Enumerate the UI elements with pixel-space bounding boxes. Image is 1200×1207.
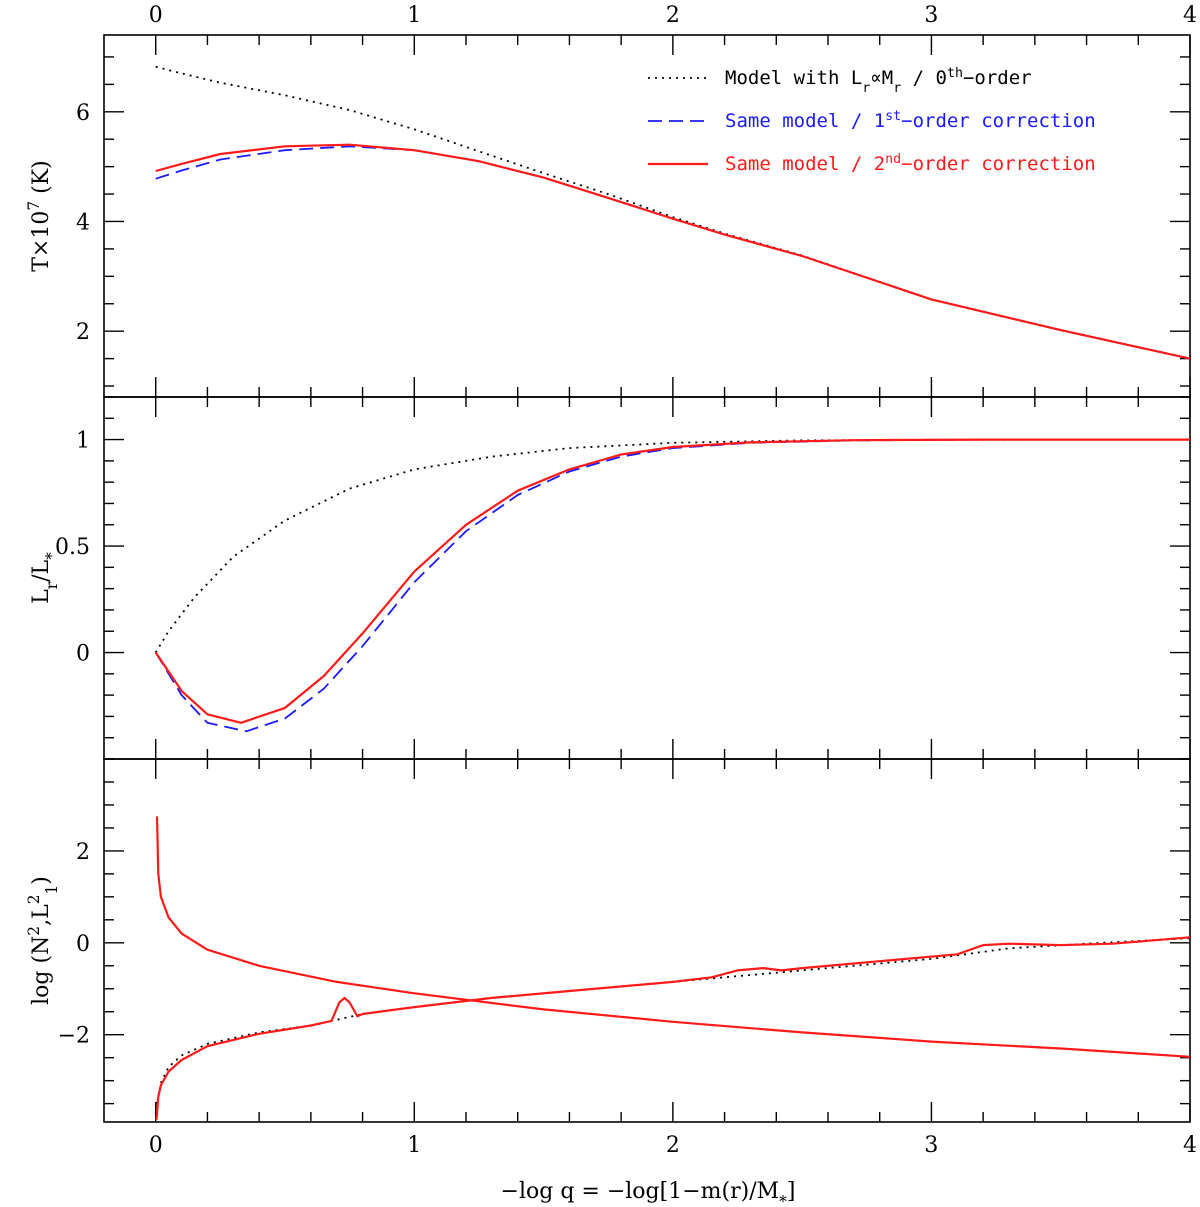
y-tick-label-frequencies: 0 — [76, 932, 90, 957]
x-tick-label-top: 0 — [149, 3, 163, 28]
legend-label-first: Same model / 1st−order correction — [725, 109, 1096, 133]
y-axis-title-frequencies: log (N2,L21) — [25, 876, 61, 1005]
series-line-frequencies-zeroth-1 — [156, 937, 1190, 1104]
legend: Model with Lr∝Mr / 0th−order Same model /… — [648, 66, 1096, 176]
series-line-temperature-first-1 — [155, 145, 1190, 360]
x-tick-label-top: 4 — [1183, 3, 1197, 28]
series-line-luminosity-second-2 — [154, 438, 1190, 724]
x-axis-top: 0 1 2 3 4 — [149, 3, 1197, 28]
panel-luminosity: 0 0.5 1 Lr/L* — [29, 396, 1191, 760]
y-axis-title-temperature: T×107 (K) — [25, 160, 54, 272]
y-tick-label-temperature: 2 — [76, 320, 90, 345]
panel-frame-temperature — [103, 34, 1191, 398]
legend-label-zeroth: Model with Lr∝Mr / 0th−order — [725, 66, 1032, 96]
x-tick-label-top: 2 — [666, 3, 680, 28]
y-tick-label-temperature: 6 — [76, 101, 90, 126]
panel-frequencies: −2 0 2 log (N2,L21) — [25, 758, 1191, 1123]
x-tick-label-bottom: 3 — [924, 1133, 938, 1158]
series-line-frequencies-second-0 — [155, 816, 1190, 1058]
x-axis-title: −log q = −log[1−m(r)/M*] — [501, 1179, 796, 1207]
x-tick-label-top: 3 — [924, 3, 938, 28]
series-group-frequencies — [155, 816, 1190, 1120]
x-tick-label-bottom: 4 — [1183, 1133, 1197, 1158]
x-tick-label-top: 1 — [407, 3, 421, 28]
y-tick-label-luminosity: 0 — [76, 642, 90, 667]
y-tick-label-luminosity: 0.5 — [55, 535, 90, 560]
x-tick-label-bottom: 2 — [666, 1133, 680, 1158]
panel-temperature: 2 4 6 T×107 (K) — [25, 34, 1191, 398]
x-tick-label-bottom: 1 — [407, 1133, 421, 1158]
y-axis-title-luminosity: Lr/L* — [29, 552, 61, 604]
series-group-luminosity — [154, 438, 1190, 733]
panel-frame-frequencies — [103, 758, 1191, 1123]
series-group-temperature — [155, 65, 1190, 360]
chart-panels: 2 4 6 T×107 (K) 0 0.5 1 Lr/L* −2 0 2 log (N2,L21) — [25, 34, 1191, 1123]
x-tick-label-bottom: 0 — [149, 1133, 163, 1158]
legend-label-second: Same model / 2nd−order correction — [725, 152, 1096, 176]
y-tick-label-temperature: 4 — [76, 210, 90, 235]
series-line-luminosity-zeroth-0 — [154, 438, 1190, 653]
y-tick-label-luminosity: 1 — [76, 429, 90, 454]
x-axis-bottom: 0 1 2 3 4 — [149, 1133, 1197, 1158]
series-line-temperature-second-2 — [155, 143, 1190, 360]
series-line-frequencies-second-2 — [155, 936, 1190, 1120]
y-tick-label-frequencies: 2 — [76, 840, 90, 865]
y-tick-label-frequencies: −2 — [58, 1024, 90, 1049]
